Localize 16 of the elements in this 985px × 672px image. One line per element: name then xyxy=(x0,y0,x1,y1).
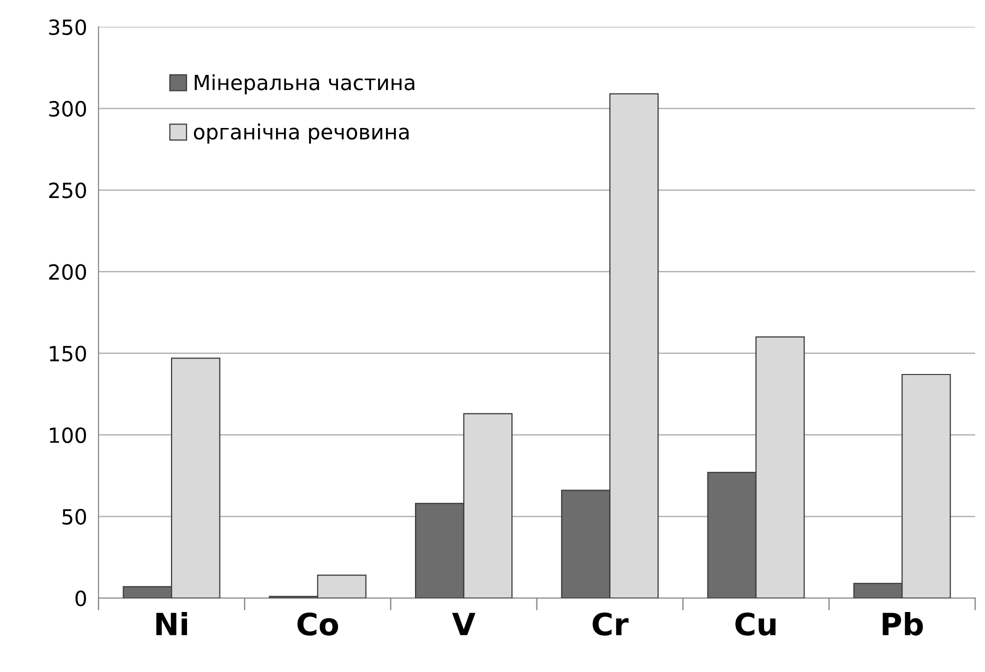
x-tick-label: Cu xyxy=(735,612,776,636)
x-tick-label: Cr xyxy=(592,612,629,636)
x-tick-label: V xyxy=(452,612,476,636)
x-tick-label: Ni xyxy=(156,612,188,636)
y-tick-label: 150 xyxy=(50,346,86,362)
y-tick-label: 200 xyxy=(49,264,86,280)
x-tick-label: Co xyxy=(297,612,338,636)
y-tick-label: 350 xyxy=(49,19,86,36)
y-tick-label: 100 xyxy=(50,427,86,444)
legend-label: Мінеральна частина xyxy=(194,74,414,94)
y-tick-label: 250 xyxy=(49,182,86,198)
y-tick-label: 50 xyxy=(62,508,86,525)
y-tick-label: 300 xyxy=(49,100,86,117)
legend-label: органічна речовина xyxy=(194,124,409,144)
y-tick-label: 0 xyxy=(76,590,86,606)
x-tick-label: Pb xyxy=(882,612,923,636)
